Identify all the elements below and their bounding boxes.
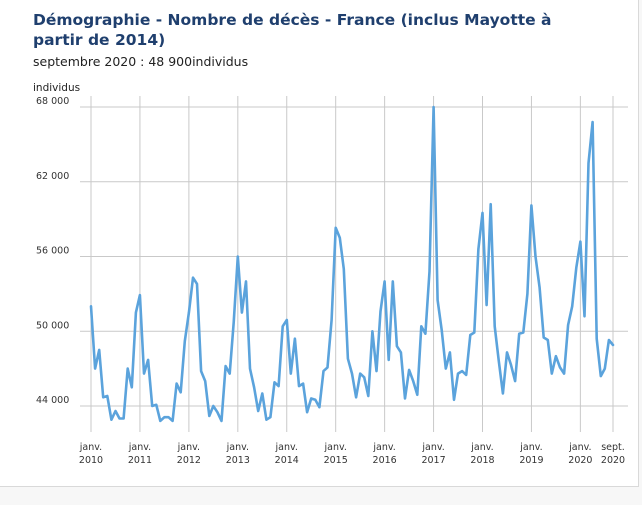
x-tick-label-month: janv. <box>372 442 395 453</box>
x-tick-label-year: 2019 <box>519 455 543 466</box>
x-tick-label-month: janv. <box>275 442 298 453</box>
x-tick-label-month: janv. <box>128 442 151 453</box>
y-tick-label: 56 000 <box>36 246 69 257</box>
x-tick-label-month: janv. <box>519 442 542 453</box>
x-tick-label-year: 2020 <box>568 455 592 466</box>
x-tick-label-year: 2020 <box>601 455 625 466</box>
x-tick-label-year: 2011 <box>128 455 152 466</box>
y-axis-unit-label: individus <box>33 82 81 94</box>
x-tick-label-month: janv. <box>568 442 591 453</box>
y-tick-label: 68 000 <box>36 96 69 107</box>
x-axis-ticks: janv. 2010 janv. 2011 janv. 2012 janv. 2013 janv… <box>79 442 625 466</box>
x-tick-label-month: janv. <box>79 442 102 453</box>
y-tick-label: 50 000 <box>36 320 69 331</box>
x-tick-label-month: janv. <box>421 442 444 453</box>
x-tick-label-year: 2013 <box>226 455 250 466</box>
chart-title: Démographie - Nombre de décès - France (… <box>33 11 552 49</box>
y-tick-label: 44 000 <box>36 395 69 406</box>
x-tick-label-month: janv. <box>226 442 249 453</box>
x-tick-label-month: janv. <box>323 442 346 453</box>
series-line <box>89 105 615 423</box>
x-tick-label-month: janv. <box>470 442 493 453</box>
x-tick-label-month: janv. <box>177 442 200 453</box>
x-tick-label-year: 2012 <box>177 455 201 466</box>
x-tick-label-year: 2015 <box>324 455 348 466</box>
series-group <box>89 105 615 423</box>
y-tick-label: 62 000 <box>36 171 69 182</box>
x-tick-label-year: 2018 <box>470 455 494 466</box>
x-tick-label-year: 2014 <box>275 455 299 466</box>
gridlines <box>80 96 628 432</box>
x-tick-label-year: 2016 <box>373 455 397 466</box>
y-axis-ticks: 44 000 50 000 56 000 62 000 68 000 <box>36 96 69 406</box>
x-tick-label-year: 2017 <box>421 455 445 466</box>
x-tick-label-year: 2010 <box>79 455 103 466</box>
x-tick-label-month: sept. <box>601 442 625 453</box>
chart-subtitle: septembre 2020 : 48 900individus <box>33 54 249 69</box>
